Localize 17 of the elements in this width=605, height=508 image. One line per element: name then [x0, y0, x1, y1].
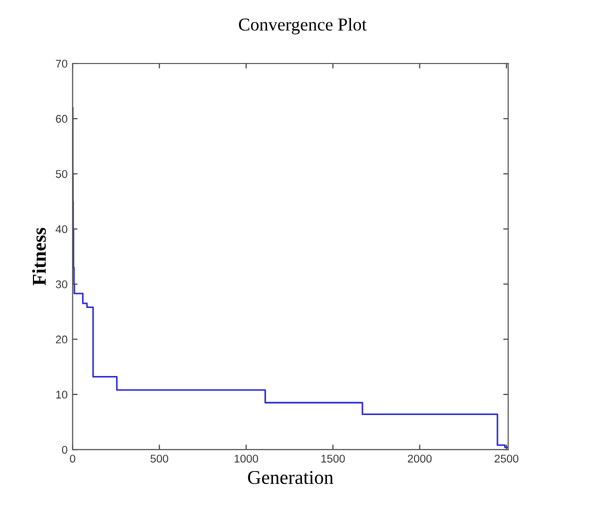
x-tick-label: 2000 [408, 454, 432, 463]
y-tick-label: 50 [56, 170, 68, 178]
y-axis-title: Fitness [32, 228, 46, 286]
y-tick-label: 40 [56, 225, 68, 234]
y-tick-label: 60 [56, 114, 68, 123]
x-tick-label: 1000 [234, 454, 258, 463]
x-tick-label: 0 [70, 454, 76, 463]
chart-title: Convergence Plot [238, 18, 367, 34]
y-tick-label: 20 [56, 336, 68, 344]
x-tick-label: 2500 [494, 454, 518, 463]
x-axis-title: Generation [248, 470, 334, 484]
x-tick-label: 1500 [321, 454, 345, 463]
y-tick-label: 70 [56, 60, 68, 68]
y-tick-label: 0 [62, 446, 68, 454]
y-tick-label: 30 [56, 280, 68, 288]
y-tick-label: 10 [56, 390, 68, 399]
x-tick-label: 500 [150, 454, 168, 463]
